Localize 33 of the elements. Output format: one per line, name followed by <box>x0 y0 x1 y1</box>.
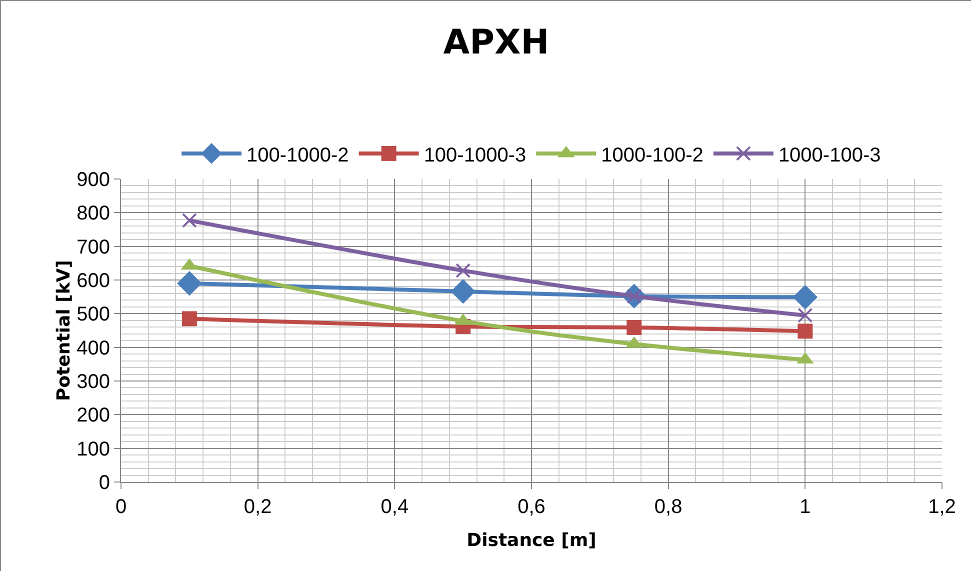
y-tick-label: 100 <box>76 438 110 460</box>
chart-title: APXH <box>443 22 550 62</box>
y-tick-label: 200 <box>76 404 110 427</box>
y-tick-label: 900 <box>76 169 110 191</box>
point <box>450 279 476 304</box>
x-tick-label: 0,8 <box>654 496 682 518</box>
point <box>626 320 642 335</box>
x-axis-title: Distance [m] <box>466 530 596 551</box>
legend-label: 100-1000-2 <box>246 144 349 166</box>
x-tick-label: 0 <box>115 496 127 518</box>
x-tick-label: 1,2 <box>928 496 956 518</box>
point <box>182 212 197 228</box>
legend-label: 100-1000-3 <box>424 144 526 166</box>
point <box>792 284 818 310</box>
point <box>177 271 202 296</box>
y-axis-title: Potential [kV] <box>54 260 75 401</box>
legend-label: 1000-100-3 <box>778 144 881 166</box>
point <box>456 263 471 278</box>
x-tick-label: 0,4 <box>380 496 409 518</box>
y-tick-label: 700 <box>76 236 110 258</box>
x-tick-label: 0,2 <box>244 496 272 518</box>
y-tick-label: 400 <box>76 337 110 360</box>
x-tick-label: 1 <box>800 496 811 518</box>
x-tick-label: 0,6 <box>518 496 546 518</box>
y-tick-label: 0 <box>98 472 110 494</box>
point <box>798 324 813 339</box>
y-tick-label: 500 <box>76 304 110 326</box>
point <box>798 308 813 323</box>
point <box>182 311 197 326</box>
y-tick-label: 800 <box>76 202 110 225</box>
y-tick-label: 600 <box>76 270 110 292</box>
y-tick-label: 300 <box>76 371 110 393</box>
legend-label: 1000-100-2 <box>601 144 704 166</box>
